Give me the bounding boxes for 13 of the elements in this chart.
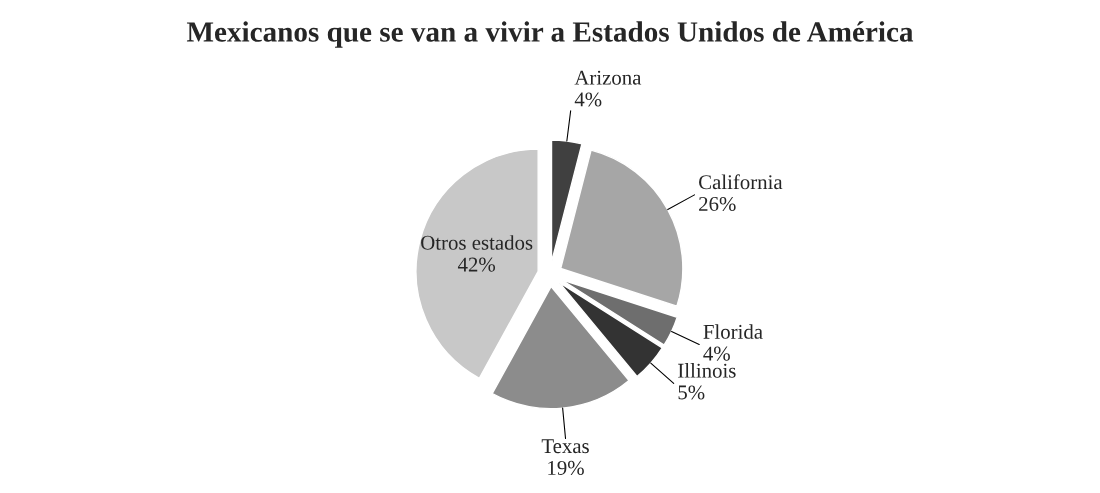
data-label: 26% bbox=[699, 196, 736, 212]
data-label: 42% bbox=[457, 257, 496, 272]
data-label: 19% bbox=[548, 460, 584, 475]
slice-label: Otros estados bbox=[421, 235, 533, 250]
slice-label: Texas bbox=[541, 439, 589, 454]
data-label: 4% bbox=[574, 92, 602, 107]
data-label: 4% bbox=[703, 346, 730, 361]
chart-title: Mexicanos que se van a vivir a Estados Unidos de América bbox=[186, 21, 914, 48]
data-label: 5% bbox=[678, 385, 705, 400]
slice-label: Florida bbox=[703, 324, 763, 339]
slice-label: Arizona bbox=[574, 70, 642, 85]
slice-label: Illinois bbox=[678, 363, 736, 378]
slice-label: California bbox=[699, 174, 783, 190]
